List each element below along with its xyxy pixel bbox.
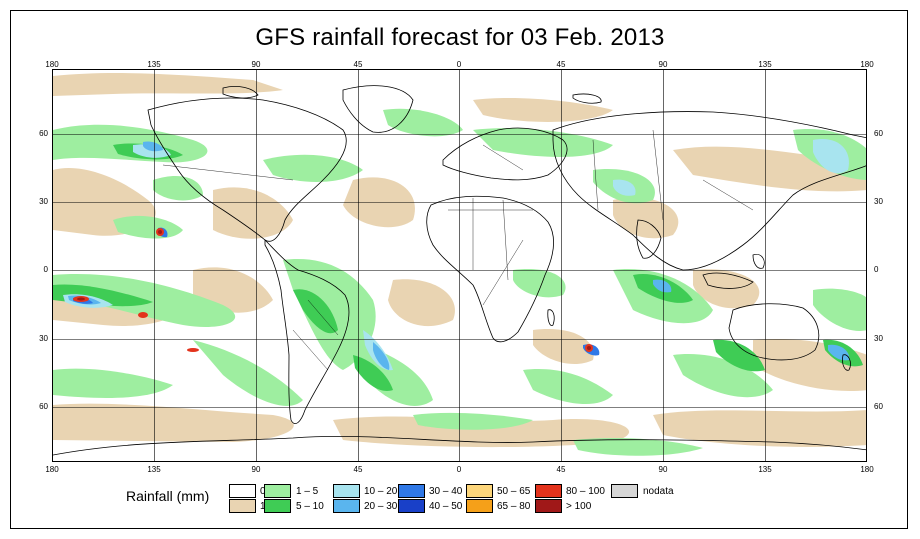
legend-swatch-1 bbox=[229, 499, 256, 513]
legend-swatch-3 bbox=[264, 499, 291, 513]
lon-tick-bottom: 0 bbox=[456, 465, 462, 474]
lon-tick-top: 0 bbox=[456, 60, 462, 69]
legend-label-12: nodata bbox=[643, 486, 674, 497]
coastlines bbox=[53, 85, 866, 456]
legend-label-6: 30 – 40 bbox=[429, 486, 463, 497]
legend-label-5: 20 – 30 bbox=[364, 501, 398, 512]
lat-tick-right: 60 bbox=[874, 402, 883, 411]
lon-tick-top: 180 bbox=[860, 60, 874, 69]
legend-label-9: 65 – 80 bbox=[497, 501, 531, 512]
lat-tick-left: 30 bbox=[39, 197, 48, 206]
lon-tick-top: 135 bbox=[758, 60, 772, 69]
lon-tick-bottom: 135 bbox=[758, 465, 772, 474]
legend-label-8: 50 – 65 bbox=[497, 486, 531, 497]
lon-tick-top: 45 bbox=[353, 60, 363, 69]
lat-tick-left: 30 bbox=[39, 334, 48, 343]
lon-tick-top: 90 bbox=[658, 60, 668, 69]
rainfall-map bbox=[52, 69, 867, 462]
lat-tick-right: 30 bbox=[874, 197, 883, 206]
graticule bbox=[53, 70, 866, 461]
legend-title: Rainfall (mm) bbox=[126, 488, 210, 504]
map-title: GFS rainfall forecast for 03 Feb. 2013 bbox=[255, 24, 665, 51]
legend-label-1: 1 bbox=[260, 501, 266, 512]
lat-tick-left: 0 bbox=[43, 265, 48, 274]
legend-label-10: 80 – 100 bbox=[566, 486, 605, 497]
lon-tick-bottom: 135 bbox=[147, 465, 161, 474]
legend-label-3: 5 – 10 bbox=[296, 501, 324, 512]
lat-tick-right: 0 bbox=[874, 265, 879, 274]
legend-swatch-9 bbox=[466, 499, 493, 513]
lon-tick-bottom: 90 bbox=[658, 465, 668, 474]
legend-swatch-0 bbox=[229, 484, 256, 498]
legend-swatch-7 bbox=[398, 499, 425, 513]
legend-swatch-2 bbox=[264, 484, 291, 498]
lat-tick-right: 30 bbox=[874, 334, 883, 343]
legend-swatch-12 bbox=[611, 484, 638, 498]
legend-label-4: 10 – 20 bbox=[364, 486, 398, 497]
legend-swatch-8 bbox=[466, 484, 493, 498]
legend-label-7: 40 – 50 bbox=[429, 501, 463, 512]
rain-1mm-areas bbox=[53, 73, 866, 448]
lon-tick-top: 135 bbox=[147, 60, 161, 69]
lon-tick-bottom: 180 bbox=[45, 465, 59, 474]
lat-tick-right: 60 bbox=[874, 129, 883, 138]
legend-swatch-5 bbox=[333, 499, 360, 513]
rainfall-map-canvas bbox=[53, 70, 866, 461]
lat-tick-left: 60 bbox=[39, 129, 48, 138]
country-borders bbox=[162, 129, 754, 371]
lon-tick-bottom: 90 bbox=[251, 465, 261, 474]
lon-tick-bottom: 45 bbox=[556, 465, 566, 474]
figure-frame bbox=[10, 10, 908, 529]
legend-swatch-4 bbox=[333, 484, 360, 498]
lat-tick-left: 60 bbox=[39, 402, 48, 411]
lon-tick-top: 45 bbox=[556, 60, 566, 69]
rain-extreme-cores bbox=[77, 230, 591, 350]
legend-swatch-11 bbox=[535, 499, 562, 513]
lon-tick-bottom: 45 bbox=[353, 465, 363, 474]
legend-label-0: 0 bbox=[260, 486, 266, 497]
legend-swatch-10 bbox=[535, 484, 562, 498]
legend-label-11: > 100 bbox=[566, 501, 592, 512]
lon-tick-top: 90 bbox=[251, 60, 261, 69]
legend-label-2: 1 – 5 bbox=[296, 486, 319, 497]
lon-tick-top: 180 bbox=[45, 60, 59, 69]
legend-swatch-6 bbox=[398, 484, 425, 498]
lon-tick-bottom: 180 bbox=[860, 465, 874, 474]
